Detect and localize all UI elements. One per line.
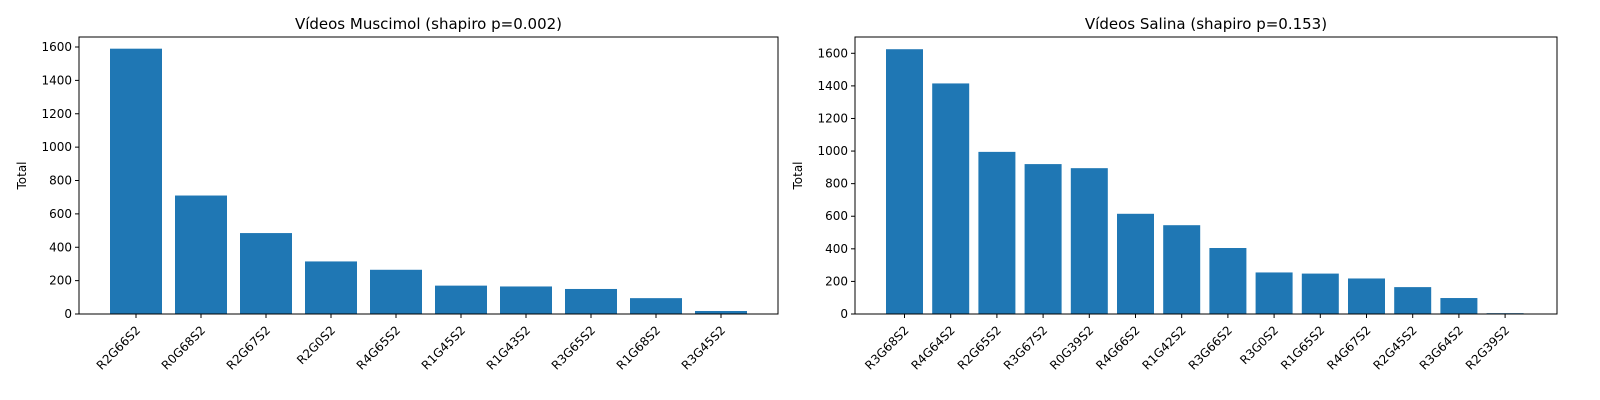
chart-title: Vídeos Salina (shapiro p=0.153)	[1085, 15, 1327, 33]
bar	[886, 49, 923, 315]
x-tick-label: R2G39S2	[1463, 323, 1512, 372]
y-tick-label: 1200	[817, 111, 848, 125]
x-tick-label: R1G45S2	[419, 323, 468, 372]
y-tick-label: 0	[840, 307, 848, 321]
bar	[1301, 273, 1339, 314]
bar	[1070, 168, 1108, 314]
x-tick-label: R1G68S2	[614, 323, 663, 372]
x-tick-label: R0G39S2	[1047, 323, 1096, 372]
chart-panel-2: Vídeos Salina (shapiro p=0.153) Total 0 200…	[791, 15, 1558, 373]
bar	[565, 288, 617, 314]
x-tick-label: R4G64S2	[908, 323, 957, 372]
y-axis-label: Total	[15, 161, 29, 190]
y-tick-label: 600	[825, 209, 848, 223]
bar	[1024, 164, 1062, 314]
x-tick-label: R2G45S2	[1370, 323, 1419, 372]
bar	[305, 261, 357, 314]
bar	[435, 285, 487, 314]
y-tick-label: 200	[825, 274, 848, 288]
x-tick-label: R3G65S2	[549, 323, 598, 372]
x-tick-label: R1G42S2	[1139, 323, 1188, 372]
y-tick-label: 1400	[817, 79, 848, 93]
bar	[370, 269, 422, 314]
bar	[500, 286, 552, 314]
x-tick-label: R2G65S2	[955, 323, 1004, 372]
y-tick-label: 1200	[41, 107, 72, 121]
x-tick-label: R3G68S2	[862, 323, 911, 372]
bar	[1163, 225, 1201, 314]
y-tick-label: 1600	[41, 40, 72, 54]
x-tick-label: R4G65S2	[354, 323, 403, 372]
bar	[630, 298, 682, 314]
bar	[932, 83, 970, 314]
bar	[1209, 248, 1247, 314]
y-tick-label: 0	[64, 307, 72, 321]
x-tick-label: R3G45S2	[679, 323, 728, 372]
x-tick-label: R4G66S2	[1093, 323, 1142, 372]
bar	[1394, 287, 1432, 314]
bar	[1117, 213, 1154, 314]
x-tick-label: R3G66S2	[1186, 323, 1235, 372]
x-tick-label: R3G0S2	[1237, 323, 1281, 367]
y-tick-label: 400	[49, 240, 72, 254]
y-tick-label: 1600	[817, 46, 848, 60]
x-tick-label: R1G65S2	[1278, 323, 1327, 372]
chart-panel-1: Vídeos Muscimol (shapiro p=0.002) Total 0 2…	[15, 15, 779, 373]
bar	[110, 48, 162, 314]
chart-title: Vídeos Muscimol (shapiro p=0.002)	[295, 15, 562, 33]
plot-frame	[78, 36, 779, 315]
bar	[978, 151, 1016, 314]
y-tick-label: 600	[49, 207, 72, 221]
x-tick-label: R0G68S2	[159, 323, 208, 372]
y-tick-label: 800	[825, 177, 848, 191]
y-tick-label: 1000	[41, 140, 72, 154]
bar	[240, 233, 292, 314]
bar	[695, 310, 747, 314]
x-tick-label: R2G66S2	[94, 323, 143, 372]
y-axis-label: Total	[791, 161, 805, 190]
bar	[1348, 278, 1385, 314]
bar	[175, 195, 227, 314]
plot-frame	[854, 36, 1558, 315]
y-tick-label: 1400	[41, 73, 72, 87]
x-tick-label: R3G64S2	[1417, 323, 1466, 372]
x-tick-label: R4G67S2	[1324, 323, 1373, 372]
y-tick-label: 800	[49, 174, 72, 188]
x-tick-label: R2G0S2	[294, 323, 338, 367]
x-tick-label: R1G43S2	[484, 323, 533, 372]
x-tick-label: R2G67S2	[224, 323, 273, 372]
y-tick-label: 200	[49, 274, 72, 288]
bar	[1440, 298, 1478, 314]
y-tick-label: 400	[825, 242, 848, 256]
y-tick-label: 1000	[817, 144, 848, 158]
x-tick-label: R3G67S2	[1001, 323, 1050, 372]
bar	[1255, 272, 1293, 314]
